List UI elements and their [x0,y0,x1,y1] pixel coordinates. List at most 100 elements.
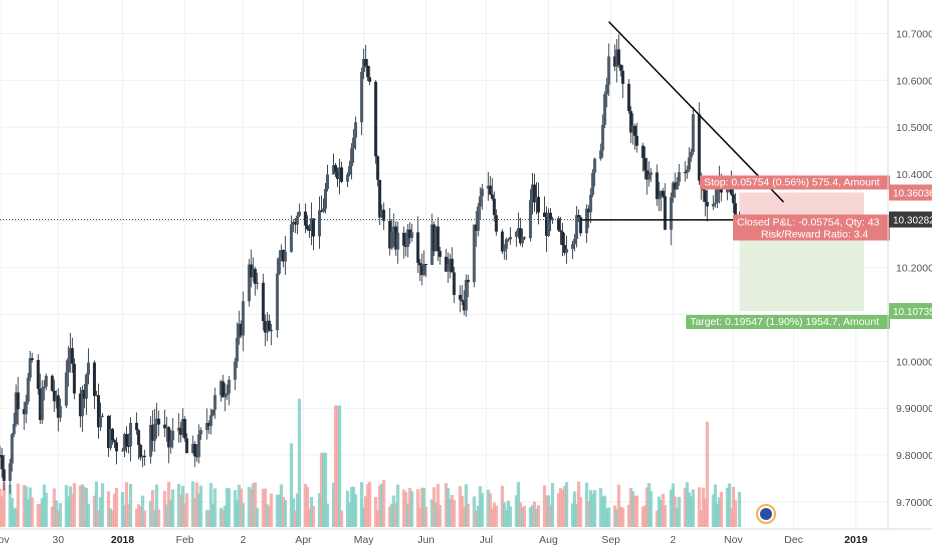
volume-bar [354,494,358,527]
price-axis-label: 9.80000 [896,450,932,462]
candle-body [452,272,456,295]
volume-bar [141,495,145,527]
candle-body [70,348,74,364]
volume-bar [613,505,617,527]
candle-body [50,375,54,391]
volume-bar [207,509,211,527]
volume-bar [727,483,731,527]
candle-body [591,172,595,195]
descending-trendline[interactable] [608,21,785,203]
candle-body [731,194,735,204]
candle-body [408,229,412,238]
volume-bar [58,503,62,527]
candle-body [348,166,352,175]
volume-bar [219,507,223,527]
trendlines[interactable] [0,21,888,221]
volume-bar [649,491,653,527]
volume-bar [472,496,476,527]
candle-body [334,165,338,172]
time-axis[interactable]: Nov 30 2018 Feb 2 Apr May Jun Jul Aug Sep 2 Nov Dec 20… [0,534,868,546]
candle-body [579,217,583,234]
volume-bar [436,483,440,527]
volume-bar [120,491,125,527]
candle-body [100,415,104,417]
candle-body [338,167,342,179]
volume-bar [579,496,583,527]
volume-bar [462,506,466,527]
candle-body [362,59,366,72]
volume-bar [450,494,454,527]
candle-body [219,381,223,396]
candle-body [143,455,147,457]
go-to-realtime-button[interactable] [756,504,776,524]
candle-body [354,122,358,138]
candle-body [135,422,139,431]
candle-body [613,56,617,67]
candle-body [683,172,687,174]
volume-bar [305,487,310,527]
volume-bar [227,488,231,527]
volume-bar [8,484,12,527]
time-axis-label: 30 [52,534,64,546]
candle-body [388,220,392,249]
volume-bar [171,489,175,527]
candle-body [52,390,56,402]
volume-bar [675,507,679,527]
candle-body [472,224,476,283]
volume-bar [364,496,368,527]
volume-bar [621,507,625,527]
candle-body [571,244,575,249]
volume-bar [605,508,609,527]
candle-body [56,395,60,418]
candle-body [181,418,185,435]
candle-body [54,395,58,402]
volume-bar [374,497,378,527]
volume-bar [669,489,673,527]
candle-body [661,190,665,197]
candle-body [209,415,213,427]
volume-bar [181,485,185,527]
candle-body [309,218,313,231]
volume-bar [12,508,16,527]
candle-body [22,409,26,415]
volume-bar [661,493,665,527]
candle-body [502,248,506,252]
volume-bar [408,487,412,527]
volume-bar [2,482,6,527]
time-axis-label: 2 [670,534,676,546]
volume-bar [376,510,380,527]
volume-bar [38,504,42,527]
volume-bar [542,485,547,527]
volume-bar [167,481,171,527]
candle-body [522,237,526,239]
volume-bar [544,495,549,527]
candle-body [211,409,215,416]
volume-bar [655,510,659,527]
time-axis-label: May [354,534,375,546]
volume-bar [36,503,40,527]
volume-bar [530,505,535,527]
volume-bar [92,495,97,527]
candle-body [38,388,42,421]
volume-bar [335,405,340,527]
candle-body [275,273,279,331]
globe-icon[interactable] [760,508,772,520]
candle-body [223,395,227,398]
candle-body [480,188,484,197]
candle-body [251,268,255,278]
candle-body [293,221,297,225]
candle-body [297,211,301,216]
candle-body [261,282,265,321]
candle-body [434,226,438,252]
volume-bar [378,485,382,527]
candle-body [30,358,34,361]
volume-bar [169,499,173,527]
time-axis-label: Feb [176,534,194,546]
candle-body [603,94,607,125]
candle-body [303,211,307,226]
candle-body [432,224,436,252]
candle-body [10,434,14,464]
candle-body [66,358,70,373]
candle-body [619,64,623,71]
